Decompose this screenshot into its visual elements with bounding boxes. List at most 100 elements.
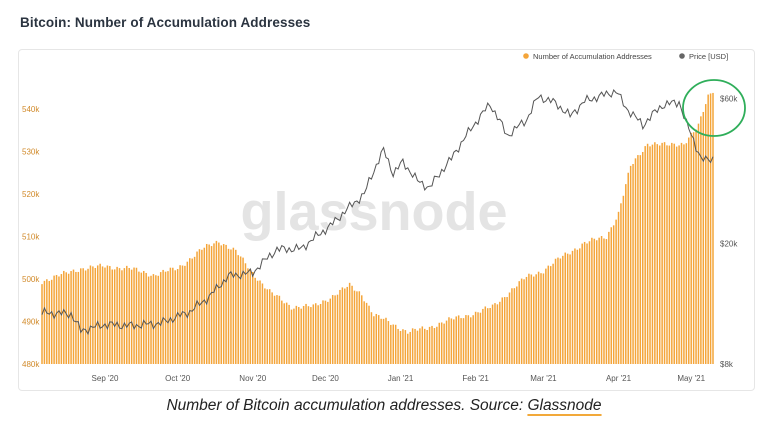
bar — [87, 268, 89, 364]
y-left-tick-label: 490k — [22, 318, 40, 327]
bar — [496, 304, 499, 364]
bar — [414, 328, 416, 364]
bar — [242, 257, 244, 364]
bar — [697, 123, 700, 365]
bar — [198, 249, 201, 364]
bar — [632, 164, 634, 364]
bar — [535, 274, 537, 364]
bar — [247, 268, 249, 364]
bar — [416, 330, 419, 364]
bar — [692, 132, 695, 364]
bar — [460, 318, 462, 364]
bar — [404, 330, 407, 364]
bar — [508, 292, 511, 364]
bar — [133, 267, 135, 364]
bar — [651, 144, 654, 364]
bar — [428, 326, 431, 364]
bar — [525, 276, 528, 364]
bar — [622, 195, 625, 364]
bar — [290, 309, 293, 364]
bar — [523, 279, 525, 364]
bar — [407, 333, 409, 364]
bar — [48, 280, 51, 364]
bar — [256, 280, 259, 364]
bar — [562, 255, 564, 364]
bar — [704, 104, 707, 364]
bar — [377, 315, 380, 364]
bar — [336, 294, 339, 364]
bar — [252, 271, 254, 364]
y-right-tick-label: $20k — [720, 239, 738, 248]
x-tick-label: Feb '21 — [462, 374, 489, 383]
bar — [530, 274, 533, 364]
bar — [700, 116, 702, 364]
bar — [150, 275, 152, 364]
bar — [392, 324, 394, 364]
bar — [637, 155, 639, 364]
bar — [201, 249, 203, 364]
bar — [264, 288, 266, 364]
bar — [106, 265, 109, 364]
bar — [426, 330, 428, 364]
bar — [559, 258, 562, 364]
bar — [208, 244, 210, 364]
bar — [116, 266, 118, 364]
bar — [516, 286, 518, 364]
bar — [644, 146, 646, 364]
bar — [152, 274, 155, 364]
bar — [109, 266, 111, 364]
bar — [649, 146, 651, 364]
bar — [179, 265, 181, 364]
watermark-text: glassnode — [240, 182, 507, 242]
bar — [617, 211, 620, 364]
x-tick-label: Dec '20 — [312, 374, 339, 383]
bar — [443, 323, 445, 364]
bar — [176, 269, 179, 364]
y-left-tick-label: 520k — [22, 190, 40, 199]
bar — [348, 282, 351, 364]
bar — [293, 308, 295, 364]
bar — [421, 326, 424, 364]
bar — [470, 317, 472, 364]
bar — [70, 271, 72, 364]
bar — [314, 303, 317, 364]
bar — [399, 330, 402, 364]
bar — [167, 271, 169, 364]
bar — [656, 144, 659, 364]
bar — [344, 288, 346, 364]
bar — [324, 300, 327, 364]
bar — [55, 274, 58, 364]
bar — [276, 295, 278, 364]
bar — [346, 286, 348, 364]
bar — [72, 269, 75, 364]
bar — [661, 142, 663, 364]
bar — [586, 243, 588, 364]
bar — [491, 304, 494, 364]
bar — [385, 317, 387, 364]
bar — [431, 325, 433, 364]
bar — [322, 300, 324, 364]
bar — [557, 257, 559, 364]
bar — [571, 250, 574, 364]
bar — [113, 269, 116, 364]
chart-title: Bitcoin: Number of Accumulation Addresse… — [20, 15, 311, 30]
bar — [43, 280, 46, 364]
bar — [462, 318, 465, 364]
bar — [53, 275, 55, 364]
bar — [101, 266, 104, 364]
bar — [341, 287, 344, 364]
bar — [172, 267, 174, 364]
bar — [685, 143, 688, 364]
bar — [300, 308, 302, 364]
y-left-tick-label: 530k — [22, 148, 40, 157]
bar — [77, 271, 80, 364]
bar — [312, 304, 315, 364]
bar — [675, 146, 678, 364]
bar — [41, 284, 43, 364]
legend-marker-price — [679, 53, 685, 59]
bar — [702, 111, 705, 365]
caption-source-link[interactable]: Glassnode — [527, 397, 602, 414]
bar — [440, 322, 443, 364]
bar — [654, 142, 656, 364]
bar — [339, 289, 341, 364]
